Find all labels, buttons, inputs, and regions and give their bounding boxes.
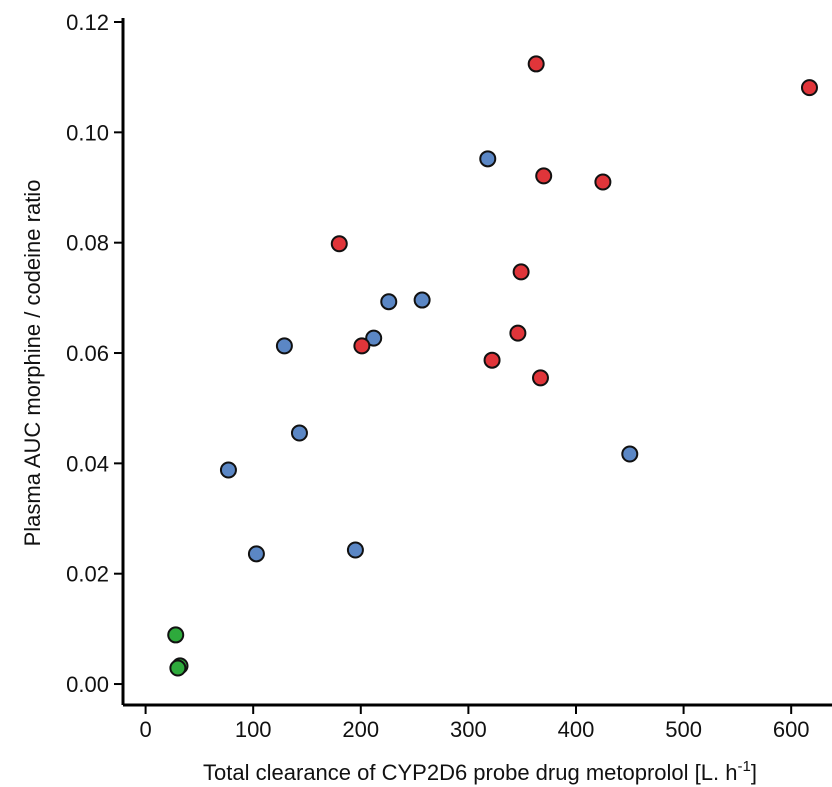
point bbox=[330, 235, 348, 253]
point bbox=[346, 541, 364, 559]
point bbox=[365, 329, 383, 347]
point bbox=[479, 150, 497, 168]
point bbox=[380, 293, 398, 311]
point bbox=[247, 545, 265, 563]
x-tick-label: 300 bbox=[450, 717, 487, 742]
point bbox=[621, 445, 639, 463]
point bbox=[594, 173, 612, 191]
y-tick-label: 0.04 bbox=[66, 451, 109, 476]
y-tick-label: 0.00 bbox=[66, 672, 109, 697]
x-label-end: ] bbox=[751, 760, 757, 785]
point bbox=[290, 424, 308, 442]
point bbox=[275, 337, 293, 355]
x-tick-label: 500 bbox=[665, 717, 702, 742]
point bbox=[167, 626, 185, 644]
point bbox=[483, 351, 501, 369]
point bbox=[531, 369, 549, 387]
point bbox=[800, 79, 818, 97]
point bbox=[509, 324, 527, 342]
point bbox=[169, 659, 187, 677]
point bbox=[413, 291, 431, 309]
x-label-main: Total clearance of CYP2D6 probe drug met… bbox=[203, 760, 737, 785]
y-tick-label: 0.06 bbox=[66, 341, 109, 366]
y-tick-label: 0.08 bbox=[66, 231, 109, 256]
x-tick-label: 600 bbox=[773, 717, 810, 742]
x-tick-label: 200 bbox=[342, 717, 379, 742]
x-tick-label: 400 bbox=[558, 717, 595, 742]
point bbox=[219, 461, 237, 479]
y-tick-label: 0.02 bbox=[66, 562, 109, 587]
point bbox=[512, 263, 530, 281]
point bbox=[535, 167, 553, 185]
y-tick-label: 0.12 bbox=[66, 10, 109, 35]
x-tick-label: 0 bbox=[139, 717, 151, 742]
point bbox=[527, 55, 545, 73]
point bbox=[353, 337, 371, 355]
x-tick-label: 100 bbox=[235, 717, 272, 742]
x-axis-label: Total clearance of CYP2D6 probe drug met… bbox=[203, 758, 757, 785]
x-label-sup: -1 bbox=[737, 758, 750, 775]
y-tick-label: 0.10 bbox=[66, 120, 109, 145]
y-axis-label: Plasma AUC morphine / codeine ratio bbox=[20, 180, 45, 547]
